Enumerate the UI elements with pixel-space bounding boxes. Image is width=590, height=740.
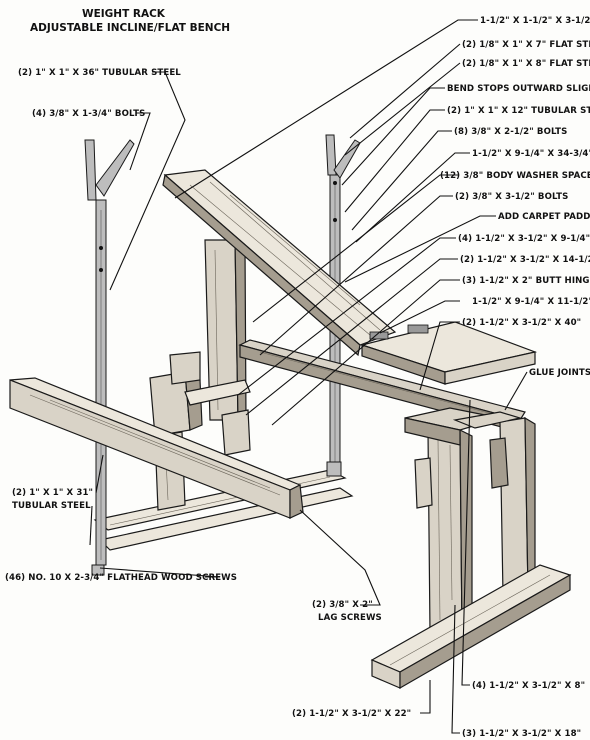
- label-washers: (12) 3/8" BODY WASHER SPACERS: [440, 171, 590, 181]
- label-board-14-5: (2) 1-1/2" X 3-1/2" X 14-1/2": [460, 255, 590, 265]
- front-right-leg: [427, 429, 473, 633]
- label-block-small: 1-1/2" X 1-1/2" X 3-1/2": [480, 16, 590, 26]
- label-board-40: (2) 1-1/2" X 3-1/2" X 40": [462, 318, 581, 328]
- right-seat-blocks: [404, 407, 523, 509]
- label-bolts-2-5: (8) 3/8" X 2-1/2" BOLTS: [454, 127, 567, 137]
- label-tubular-31-a: (2) 1" X 1" X 31": [12, 488, 93, 498]
- label-tubular-31-b: TUBULAR STEEL: [12, 501, 91, 511]
- label-bolts-1-75: (4) 3/8" X 1-3/4" BOLTS: [32, 109, 145, 119]
- callouts: 1-1/2" X 1-1/2" X 3-1/2" (2) 1/8" X 1" X…: [5, 16, 590, 739]
- label-carpet: ADD CARPET PADDING: [498, 212, 590, 222]
- label-tubular-36: (2) 1" X 1" X 36" TUBULAR STEEL: [18, 68, 181, 78]
- title-line-1: WEIGHT RACK: [82, 8, 166, 20]
- label-lag-b: LAG SCREWS: [318, 613, 382, 623]
- label-flat-steel-8: (2) 1/8" X 1" X 8" FLAT STEEL: [462, 59, 590, 69]
- label-hinges: (3) 1-1/2" X 2" BUTT HINGES: [462, 276, 590, 286]
- foot-board: [370, 564, 572, 690]
- label-board-18: (3) 1-1/2" X 3-1/2" X 18": [462, 729, 581, 739]
- label-tubular-12: (2) 1" X 1" X 12" TUBULAR STEEL: [447, 106, 590, 116]
- left-rack-upright: [84, 139, 135, 576]
- label-board-22: (2) 1-1/2" X 3-1/2" X 22": [292, 709, 411, 719]
- left-long-board: [9, 377, 304, 519]
- label-board-11-5: 1-1/2" X 9-1/4" X 11-1/2": [472, 297, 590, 307]
- label-screws: (46) NO. 10 X 2-3/4" FLATHEAD WOOD SCREW…: [5, 573, 237, 583]
- left-seat-support: [149, 351, 251, 456]
- leader-lines: [89, 19, 528, 734]
- label-flat-steel-7: (2) 1/8" X 1" X 7" FLAT STEEL: [462, 40, 590, 50]
- label-board-34: 1-1/2" X 9-1/4" X 34-3/4": [472, 149, 590, 159]
- incline-back-pad: [162, 169, 397, 357]
- label-bolts-3-5: (2) 3/8" X 3-1/2" BOLTS: [455, 192, 568, 202]
- back-post: [204, 238, 247, 421]
- label-lag-a: (2) 3/8" X 2": [312, 600, 373, 610]
- label-board-8: (4) 1-1/2" X 3-1/2" X 8": [472, 681, 585, 691]
- title-line-2: ADJUSTABLE INCLINE/FLAT BENCH: [30, 22, 230, 34]
- label-bend-stops: BEND STOPS OUTWARD SLIGHTLY: [447, 84, 590, 94]
- label-glue: GLUE JOINTS: [529, 368, 590, 378]
- label-board-9-25: (4) 1-1/2" X 3-1/2" X 9-1/4": [458, 234, 590, 244]
